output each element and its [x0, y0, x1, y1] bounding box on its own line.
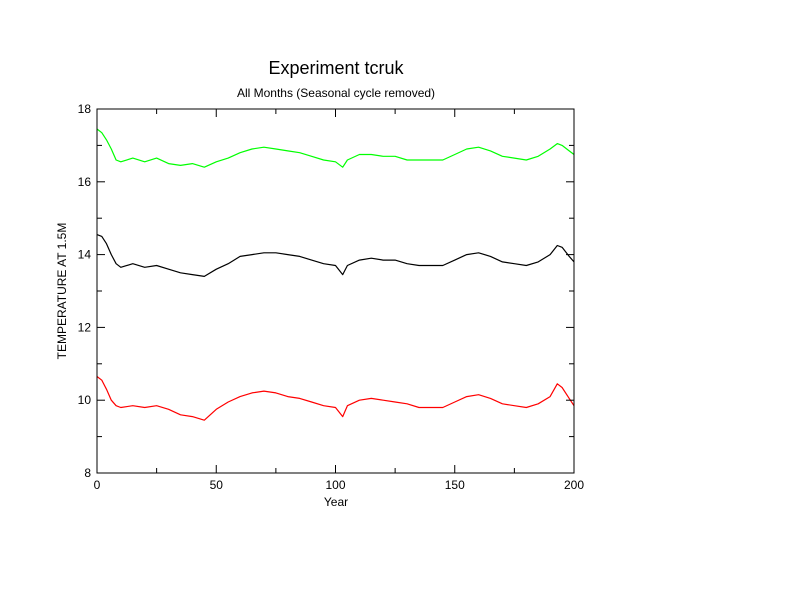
x-tick-label: 100: [325, 478, 345, 492]
y-tick-label: 18: [78, 102, 92, 116]
series-layer: [96, 128, 575, 421]
x-tick-label: 50: [210, 478, 224, 492]
series-line-2: [96, 376, 575, 421]
series-line-0: [96, 128, 575, 168]
x-tick-label: 0: [94, 478, 101, 492]
series-line-1: [96, 234, 575, 277]
x-tick-label: 200: [564, 478, 584, 492]
y-tick-label: 10: [78, 393, 92, 407]
y-tick-label: 12: [78, 320, 92, 334]
y-tick-label: 14: [78, 248, 92, 262]
chart-title: Experiment tcruk: [268, 58, 404, 78]
y-tick-label: 8: [84, 466, 91, 480]
chart-subtitle: All Months (Seasonal cycle removed): [237, 86, 435, 100]
tick-layer: 0 50 100 150 200 8 10 12 14 16 18: [78, 102, 585, 492]
x-tick-label: 150: [445, 478, 465, 492]
x-axis-label: Year: [324, 495, 348, 509]
y-axis-label: TEMPERATURE AT 1.5M: [55, 223, 69, 360]
y-tick-label: 16: [78, 175, 92, 189]
